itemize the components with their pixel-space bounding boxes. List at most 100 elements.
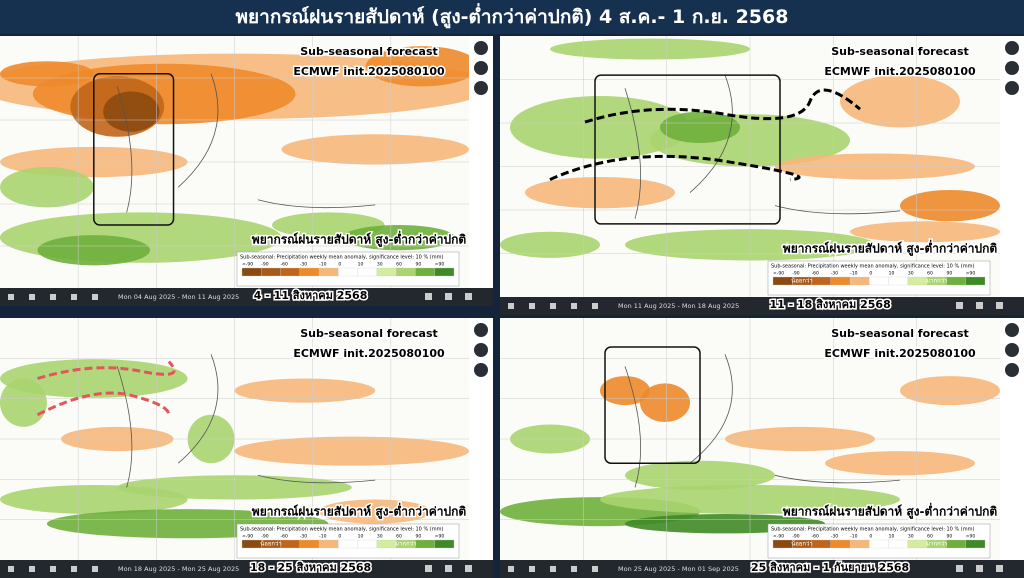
anomaly-area <box>850 221 1000 243</box>
refresh-button[interactable] <box>425 293 432 300</box>
info-button[interactable] <box>1005 41 1019 55</box>
legend-tick: 30 <box>377 262 383 268</box>
last-button[interactable] <box>92 294 98 300</box>
share-button[interactable] <box>1005 343 1019 357</box>
settings-button[interactable] <box>976 565 983 572</box>
info-button[interactable] <box>474 323 488 337</box>
anomaly-area <box>640 383 690 423</box>
legend-swatch <box>869 276 889 286</box>
first-button[interactable] <box>508 303 514 309</box>
exit-button[interactable] <box>474 81 488 95</box>
info-button[interactable] <box>1005 323 1019 337</box>
legend-tick: -10 <box>850 271 857 277</box>
legend-swatch <box>338 267 358 277</box>
refresh-button[interactable] <box>425 565 432 572</box>
last-button[interactable] <box>592 566 598 572</box>
legend-swatch <box>396 267 416 277</box>
legend-swatch <box>280 267 300 277</box>
legend-swatch <box>357 539 378 549</box>
legend-tick: -60 <box>812 271 819 277</box>
prev-button[interactable] <box>529 303 535 309</box>
map-caption: พยากรณ์ฝนรายสัปดาห์ สูง-ต่ำกว่าค่าปกติ <box>783 503 998 520</box>
legend-tick: 90 <box>415 534 421 540</box>
legend-tick: >90 <box>966 271 976 277</box>
refresh-button[interactable] <box>956 302 963 309</box>
highlight-box <box>604 346 701 464</box>
forecast-title: Sub-seasonal forecast <box>831 327 969 340</box>
info-button[interactable] <box>474 41 488 55</box>
anomaly-area <box>0 61 94 87</box>
map-caption: พยากรณ์ฝนรายสัปดาห์ สูง-ต่ำกว่าค่าปกติ <box>252 231 467 248</box>
exit-button[interactable] <box>1005 81 1019 95</box>
forecast-title: Sub-seasonal forecast <box>831 45 969 58</box>
legend-tick: -90 <box>792 534 799 540</box>
date-range: Mon 04 Aug 2025 - Mon 11 Aug 2025 <box>118 293 239 301</box>
next-button[interactable] <box>571 566 577 572</box>
first-button[interactable] <box>508 566 514 572</box>
fullscreen-button[interactable] <box>996 565 1003 572</box>
anomaly-area <box>625 460 775 490</box>
legend-swatch <box>338 539 358 549</box>
last-button[interactable] <box>592 303 598 309</box>
legend-tick: <-90 <box>242 534 253 540</box>
legend-tick: <-90 <box>242 262 253 268</box>
legend-tick: 60 <box>396 262 402 268</box>
share-button[interactable] <box>474 61 488 75</box>
toolbar <box>0 560 493 578</box>
week-label: 25 สิงหาคม - 1 กันยายน 2568 <box>751 561 909 574</box>
play-button[interactable] <box>550 566 556 572</box>
play-button[interactable] <box>550 303 556 309</box>
play-button[interactable] <box>50 294 56 300</box>
first-button[interactable] <box>8 566 14 572</box>
prev-button[interactable] <box>29 566 35 572</box>
legend-swatch <box>241 539 262 549</box>
legend-swatch <box>357 267 378 277</box>
fullscreen-button[interactable] <box>465 293 472 300</box>
legend-tick: >90 <box>435 262 445 268</box>
legend-tick: -10 <box>319 534 326 540</box>
legend-tick: >90 <box>435 534 445 540</box>
refresh-button[interactable] <box>956 565 963 572</box>
exit-button[interactable] <box>474 363 488 377</box>
first-button[interactable] <box>8 294 14 300</box>
share-button[interactable] <box>474 343 488 357</box>
toolbar <box>500 560 1024 578</box>
map-panel: Sub-seasonal forecast ECMWF init.20250801… <box>500 36 1024 315</box>
last-button[interactable] <box>92 566 98 572</box>
next-button[interactable] <box>571 303 577 309</box>
settings-button[interactable] <box>976 302 983 309</box>
anomaly-area <box>234 436 469 466</box>
play-button[interactable] <box>50 566 56 572</box>
next-button[interactable] <box>71 566 77 572</box>
init-label: ECMWF init.2025080100 <box>824 347 976 360</box>
prev-button[interactable] <box>529 566 535 572</box>
exit-button[interactable] <box>1005 363 1019 377</box>
settings-button[interactable] <box>445 293 452 300</box>
legend-tick: <-90 <box>773 271 784 277</box>
dashed-zone <box>37 360 176 380</box>
anomaly-area <box>0 484 188 515</box>
legend-tick: 10 <box>358 262 364 268</box>
legend-tick: 60 <box>927 271 933 277</box>
legend-tick: 30 <box>908 534 914 540</box>
legend-tick: 90 <box>946 534 952 540</box>
coastline <box>624 75 901 219</box>
legend-more: มากกว่า <box>395 541 416 548</box>
fullscreen-button[interactable] <box>996 302 1003 309</box>
anomaly-area <box>234 378 376 403</box>
legend-tick: 30 <box>377 534 383 540</box>
dashed-zone <box>36 391 171 417</box>
share-button[interactable] <box>1005 61 1019 75</box>
legend-tick: 60 <box>927 534 933 540</box>
prev-button[interactable] <box>29 294 35 300</box>
settings-button[interactable] <box>445 565 452 572</box>
legend-tick: -60 <box>812 534 819 540</box>
legend-swatch <box>772 539 793 549</box>
next-button[interactable] <box>71 294 77 300</box>
legend-title: Sub-seasonal: Precipitation weekly mean … <box>240 527 443 533</box>
week-label: 11 - 18 สิงหาคม 2568 <box>769 298 890 311</box>
legend-swatch <box>946 276 966 286</box>
legend-tick: <-90 <box>773 534 784 540</box>
fullscreen-button[interactable] <box>465 565 472 572</box>
legend-swatch <box>280 539 300 549</box>
